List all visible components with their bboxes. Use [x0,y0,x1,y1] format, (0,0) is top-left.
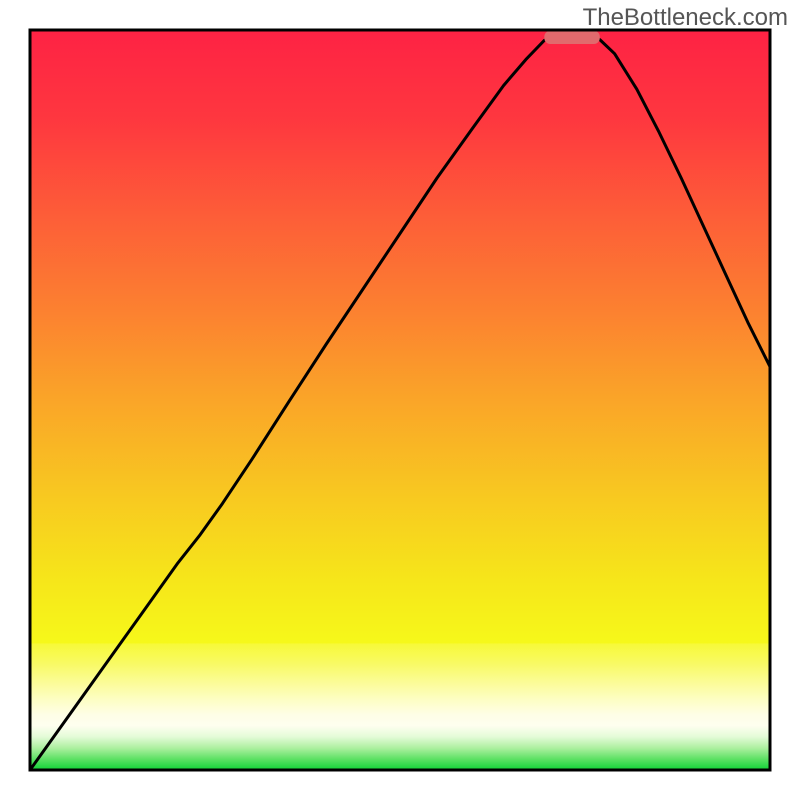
bottleneck-chart: TheBottleneck.com [0,0,800,800]
watermark-label: TheBottleneck.com [583,4,788,32]
plot-background [30,30,770,770]
chart-svg [0,0,800,800]
optimal-marker [544,31,600,44]
